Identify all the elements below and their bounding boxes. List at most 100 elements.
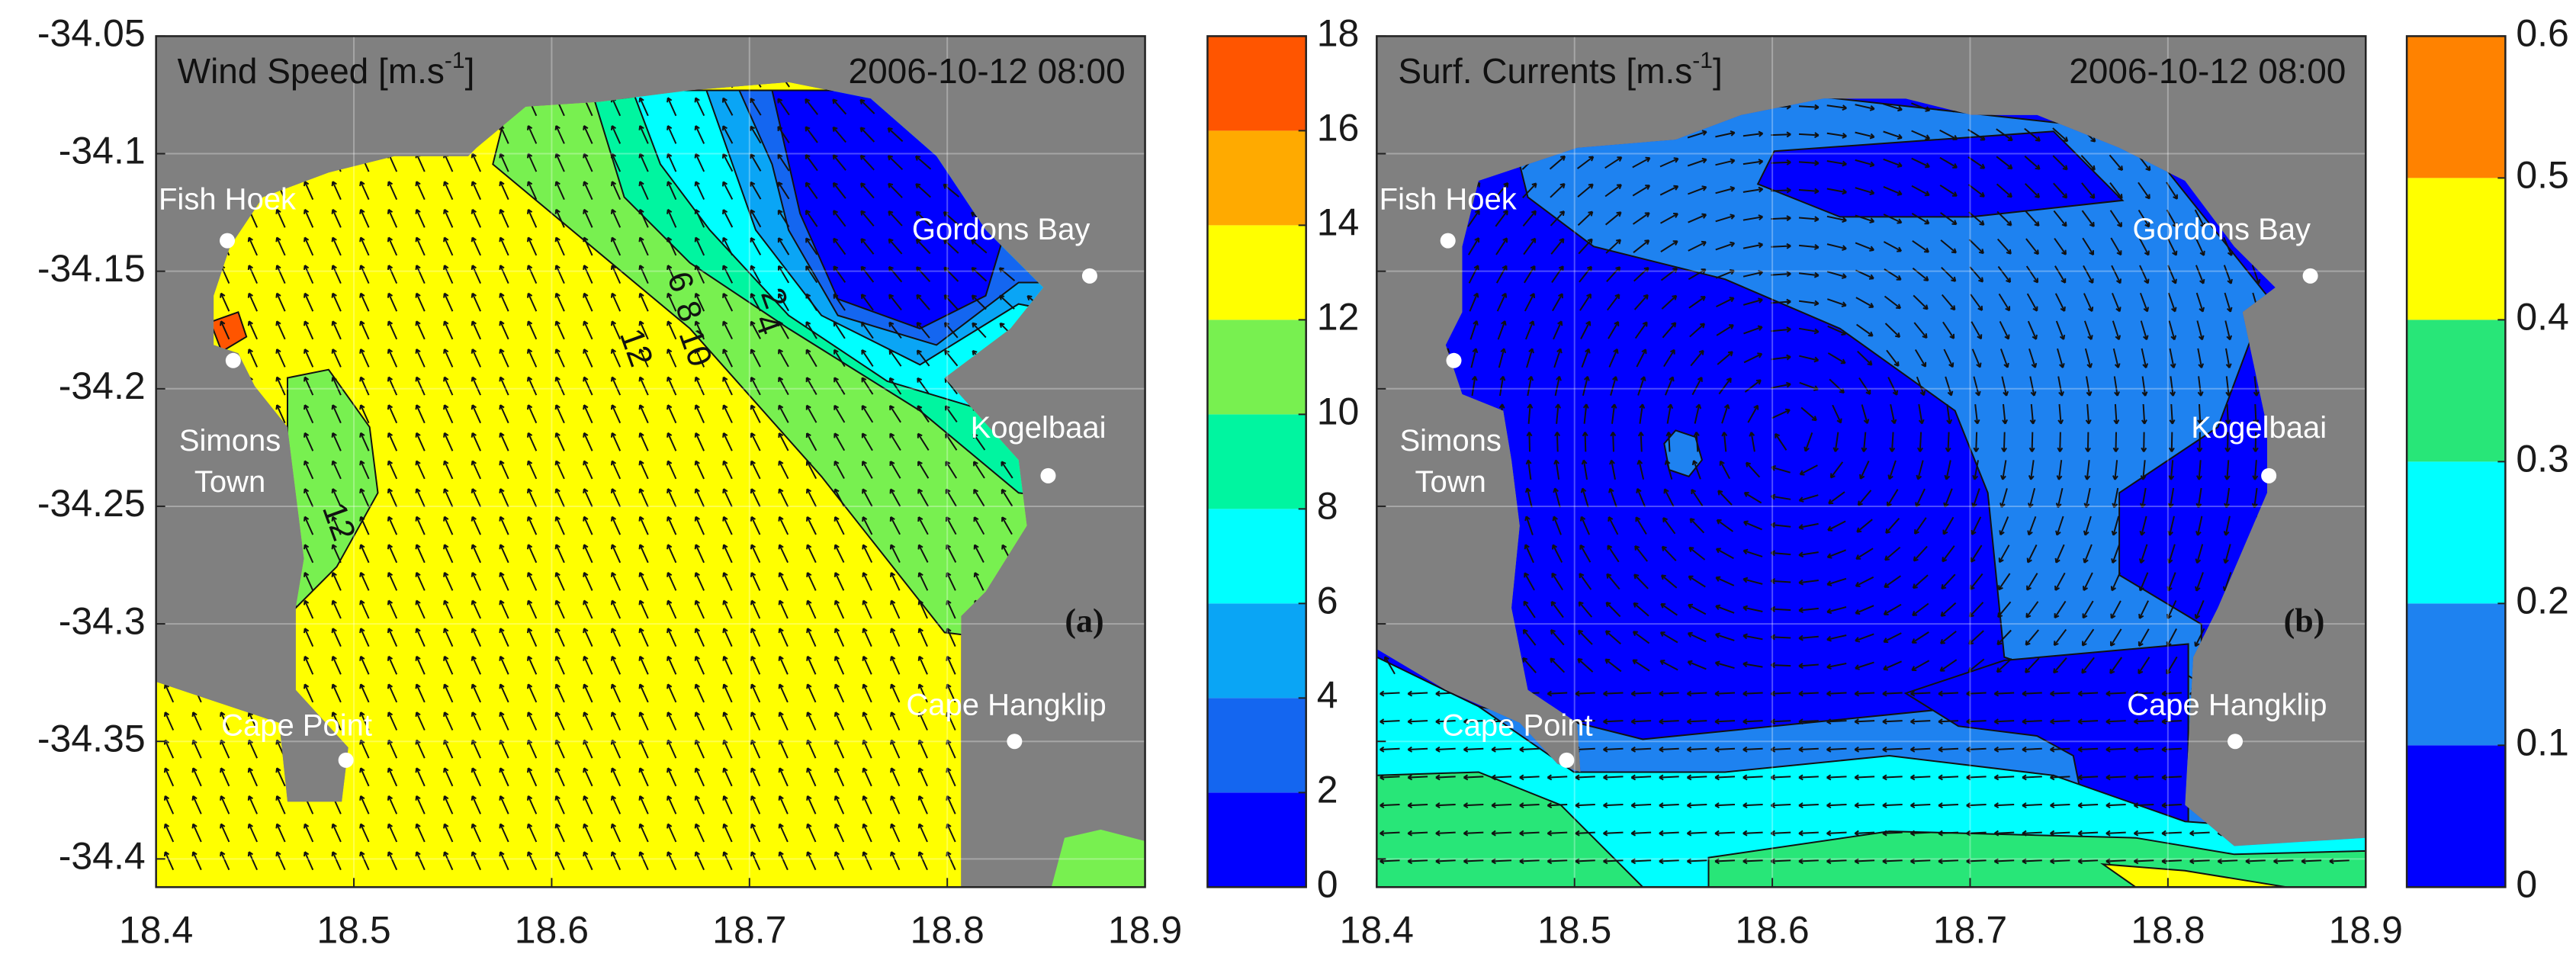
place-marker <box>225 352 241 368</box>
place-marker <box>1440 233 1456 249</box>
contour-fill <box>1756 130 2125 218</box>
place-marker <box>220 233 236 249</box>
place-label: Cape Hangklip <box>2127 689 2327 722</box>
place-label: Kogelbaai <box>2191 411 2327 445</box>
place-marker <box>1446 352 1462 368</box>
colorbar-tick-label: 14 <box>1317 201 1360 244</box>
colorbar-frame <box>2405 35 2507 888</box>
colorbar-tick-label: 12 <box>1317 296 1360 339</box>
colorbar-tick-label: 16 <box>1317 107 1360 149</box>
map-panel: 18.4 18.5 18.6 18.7 18.8 18.9 Surf. Currents [… <box>1340 35 2403 952</box>
place-label: Gordons Bay <box>912 213 1090 246</box>
place-label: Town <box>1415 465 1486 499</box>
colorbar-segment <box>2407 745 2506 888</box>
colorbar-tick-label: 6 <box>1317 580 1338 622</box>
contour-fill <box>1051 829 1145 888</box>
title-end: ] <box>465 51 475 91</box>
x-tick-label: 18.8 <box>2131 909 2205 952</box>
contour-fill <box>2100 862 2287 888</box>
colorbar-frame <box>1206 35 1307 888</box>
place-marker <box>1559 752 1575 768</box>
colorbar-segment <box>1207 320 1306 415</box>
place-marker <box>1007 734 1023 750</box>
colorbar-segment <box>1207 130 1306 226</box>
colorbar: 0 2 4 6 8 10 12 14 16 18 <box>1206 12 1360 906</box>
x-tick-label: 18.6 <box>515 909 589 952</box>
y-tick-label: -34.4 <box>59 835 146 878</box>
place-label: Simons <box>179 424 281 458</box>
timestamp: 2006-10-12 08:00 <box>849 51 1126 91</box>
colorbar-tick-label: 0.5 <box>2516 154 2569 197</box>
panel-label: (a) <box>1065 602 1103 640</box>
panel-title: Wind Speed [m.s-1] <box>178 48 475 91</box>
y-tick-label: -34.1 <box>59 130 146 172</box>
y-tick-label: -34.2 <box>59 365 146 407</box>
place-marker <box>1040 467 1056 483</box>
place-label: Gordons Bay <box>2133 213 2311 246</box>
colorbar: 0 0.1 0.2 0.3 0.4 0.5 0.6 <box>2405 12 2569 906</box>
colorbar-segment <box>1207 792 1306 888</box>
place-marker <box>2261 467 2277 483</box>
map-panel: 18.4 18.5 18.6 18.7 18.8 18.9 -34.05 -34.1 -34.1… <box>37 12 1182 952</box>
colorbar-tick-label: 8 <box>1317 485 1338 528</box>
title-end: ] <box>1713 51 1723 91</box>
colorbar-tick-label: 18 <box>1317 12 1360 55</box>
colorbar-segment <box>1207 225 1306 320</box>
colorbar-tick-label: 0.3 <box>2516 438 2569 480</box>
y-tick-label: -34.3 <box>59 599 146 642</box>
place-label: Cape Hangklip <box>906 689 1106 722</box>
colorbar-tick-label: 0.2 <box>2516 580 2569 622</box>
panel-label: (b) <box>2284 602 2325 640</box>
colorbar-segment <box>1207 509 1306 604</box>
contour-fill <box>1376 771 1645 888</box>
x-tick-label: 18.9 <box>2329 909 2403 952</box>
colorbar-segment <box>2407 320 2506 462</box>
colorbar-tick-label: 0 <box>2516 863 2537 906</box>
title-superscript: -1 <box>1692 48 1713 73</box>
y-tick-label: -34.25 <box>37 482 146 525</box>
title-superscript: -1 <box>445 48 465 73</box>
colorbar-tick-label: 0.4 <box>2516 296 2569 339</box>
x-tick-label: 18.4 <box>1340 909 1414 952</box>
x-tick-label: 18.9 <box>1108 909 1182 952</box>
x-tick-label: 18.7 <box>712 909 786 952</box>
colorbar-segment <box>1207 698 1306 793</box>
colorbar-segment <box>1207 36 1306 131</box>
x-tick-label: 18.4 <box>119 909 193 952</box>
colorbar-segment <box>2407 36 2506 178</box>
place-marker <box>2228 734 2244 750</box>
x-tick-label: 18.5 <box>316 909 390 952</box>
colorbar-tick-label: 0.6 <box>2516 12 2569 55</box>
colorbar-tick-label: 0.1 <box>2516 721 2569 764</box>
place-label: Cape Point <box>1442 708 1593 742</box>
x-tick-label: 18.6 <box>1735 909 1809 952</box>
place-label: Fish Hoek <box>1380 182 1518 216</box>
colorbar-tick-label: 2 <box>1317 769 1338 811</box>
place-marker <box>338 752 354 768</box>
y-tick-label: -34.35 <box>37 717 146 760</box>
place-marker <box>2302 268 2318 284</box>
title-text: Wind Speed [m.s <box>178 51 445 91</box>
place-label: Town <box>194 465 265 499</box>
place-label: Simons <box>1399 424 1501 458</box>
axes-frame <box>155 35 1146 888</box>
colorbar-segment <box>1207 603 1306 699</box>
colorbar-tick-label: 10 <box>1317 390 1360 433</box>
colorbar-segment <box>2407 461 2506 604</box>
axes-frame <box>1376 35 2367 888</box>
place-label: Cape Point <box>221 708 372 742</box>
panel-title: Surf. Currents [m.s-1] <box>1398 48 1722 91</box>
y-tick-label: -34.05 <box>37 12 146 55</box>
colorbar-tick-label: 4 <box>1317 674 1338 717</box>
y-tick-label: -34.15 <box>37 247 146 290</box>
x-tick-label: 18.7 <box>1933 909 2007 952</box>
x-tick-label: 18.5 <box>1537 909 1611 952</box>
sea <box>1376 98 2366 888</box>
place-marker <box>1081 268 1097 284</box>
place-label: Fish Hoek <box>159 182 297 216</box>
x-tick-label: 18.8 <box>911 909 984 952</box>
timestamp: 2006-10-12 08:00 <box>2069 51 2346 91</box>
contour-fill <box>209 311 248 353</box>
